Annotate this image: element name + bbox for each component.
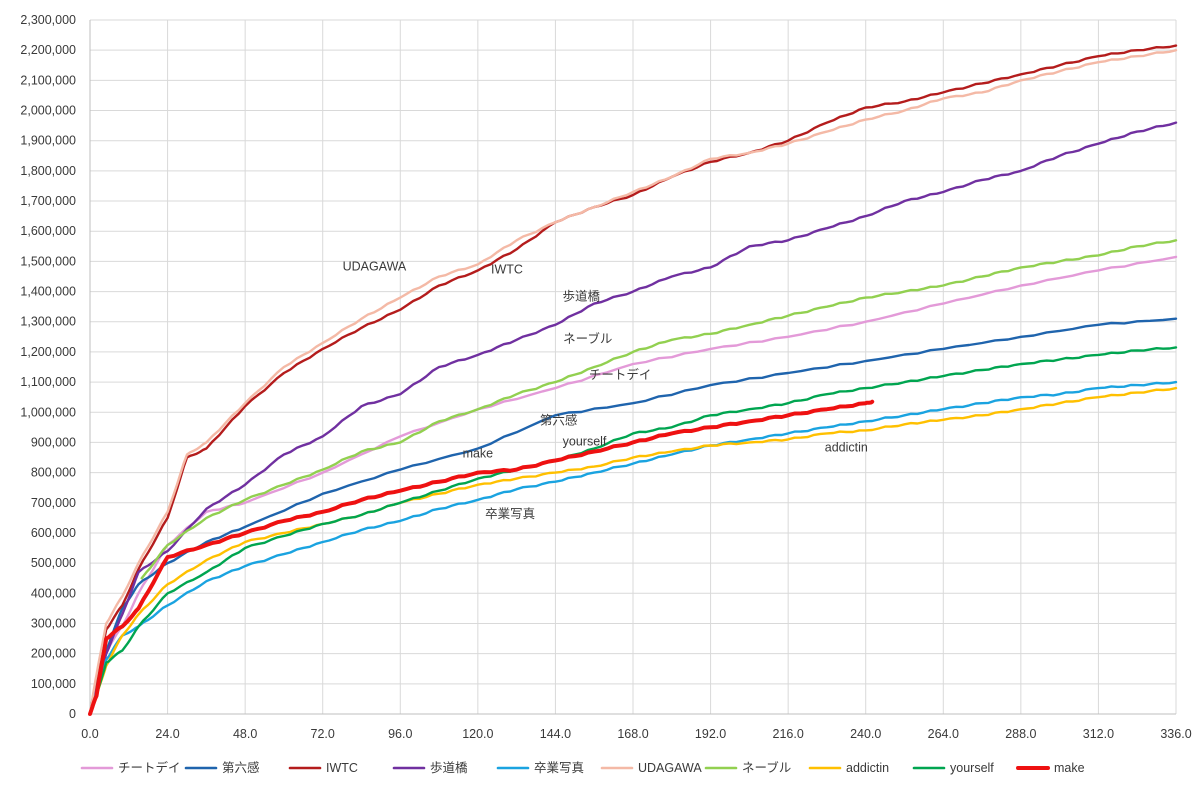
annotation-label: 第六感 [540, 412, 578, 427]
x-tick-label: 24.0 [155, 727, 179, 741]
y-tick-label: 600,000 [31, 526, 76, 540]
x-tick-label: 72.0 [311, 727, 335, 741]
y-tick-label: 1,300,000 [20, 315, 76, 329]
y-tick-label: 700,000 [31, 496, 76, 510]
y-tick-label: 100,000 [31, 677, 76, 691]
annotation-label: yourself [563, 434, 607, 448]
annotation-label: 卒業写真 [485, 506, 535, 521]
legend-label: yourself [950, 761, 994, 775]
series-line-6 [140, 239, 1178, 580]
x-tick-label: 240.0 [850, 727, 881, 741]
series-line-7 [88, 386, 1178, 716]
y-tick-label: 1,400,000 [20, 285, 76, 299]
annotation-label: チートデイ [589, 367, 652, 382]
legend-label: addictin [846, 761, 889, 775]
legend-label: 第六感 [222, 760, 260, 775]
annotation-label: addictin [825, 440, 868, 454]
x-tick-label: 48.0 [233, 727, 257, 741]
y-tick-label: 900,000 [31, 435, 76, 449]
legend-label: チートデイ [118, 760, 181, 775]
y-tick-label: 2,100,000 [20, 73, 76, 87]
y-tick-label: 200,000 [31, 647, 76, 661]
y-tick-label: 2,200,000 [20, 43, 76, 57]
annotation-label: 歩道橋 [563, 289, 601, 304]
x-tick-label: 192.0 [695, 727, 726, 741]
y-tick-label: 1,700,000 [20, 194, 76, 208]
x-tick-label: 216.0 [773, 727, 804, 741]
series-line-9 [88, 399, 875, 716]
y-tick-label: 300,000 [31, 616, 76, 630]
axes: 0 100,000 200,000 300,000 400,000 500,000 600,… [20, 13, 1191, 741]
annotation-label: ネーブル [563, 331, 612, 346]
x-tick-label: 312.0 [1083, 727, 1114, 741]
legend-label: 歩道橋 [430, 760, 468, 775]
legend-label: IWTC [326, 761, 358, 775]
legend-label: 卒業写真 [534, 760, 584, 775]
annotation-label: UDAGAWA [343, 259, 407, 273]
annotation-label: make [463, 447, 494, 461]
x-tick-label: 264.0 [928, 727, 959, 741]
legend-label: ネーブル [742, 760, 791, 775]
y-tick-label: 1,600,000 [20, 224, 76, 238]
y-tick-label: 1,000,000 [20, 405, 76, 419]
legend: チートデイ 第六感 IWTC 歩道橋 卒業写真 UDAGAWA ネーブル addictin yo… [80, 760, 1085, 775]
y-tick-label: 800,000 [31, 466, 76, 480]
x-tick-label: 120.0 [462, 727, 493, 741]
y-tick-label: 1,500,000 [20, 254, 76, 268]
y-tick-label: 400,000 [31, 586, 76, 600]
x-tick-label: 336.0 [1160, 727, 1191, 741]
x-tick-label: 288.0 [1005, 727, 1036, 741]
y-tick-label: 1,900,000 [20, 134, 76, 148]
y-tick-label: 0 [69, 707, 76, 721]
y-tick-label: 1,200,000 [20, 345, 76, 359]
y-tick-label: 2,000,000 [20, 104, 76, 118]
x-tick-label: 96.0 [388, 727, 412, 741]
series-line-4 [88, 380, 1178, 716]
y-tick-label: 2,300,000 [20, 13, 76, 27]
x-tick-label: 168.0 [617, 727, 648, 741]
series-line-3 [88, 121, 1178, 716]
x-tick-label: 144.0 [540, 727, 571, 741]
annotation-label: IWTC [491, 262, 523, 276]
series-lines [88, 44, 1178, 716]
legend-label: make [1054, 761, 1085, 775]
series-line-5 [88, 49, 1178, 716]
y-tick-label: 1,100,000 [20, 375, 76, 389]
y-tick-label: 500,000 [31, 556, 76, 570]
x-tick-label: 0.0 [81, 727, 98, 741]
legend-label: UDAGAWA [638, 761, 702, 775]
y-tick-label: 1,800,000 [20, 164, 76, 178]
